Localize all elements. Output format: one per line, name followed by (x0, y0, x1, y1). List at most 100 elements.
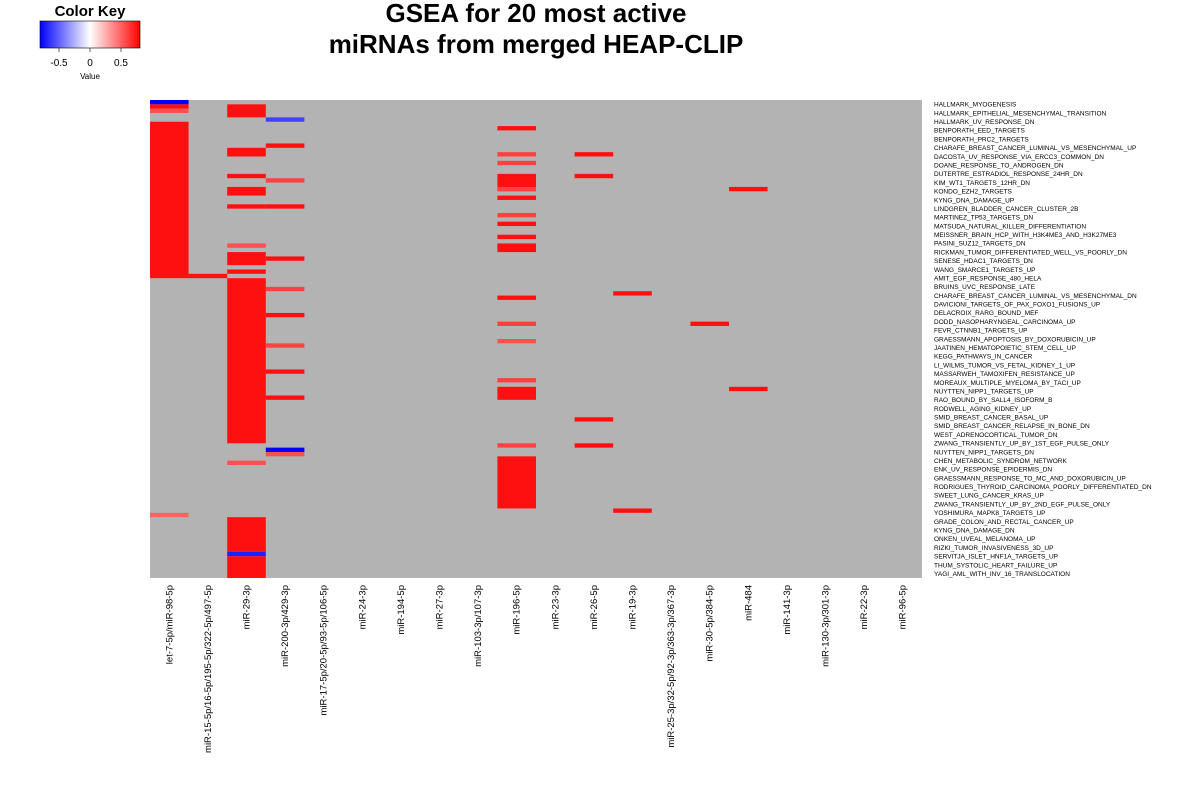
row-label: DAVICIONI_TARGETS_OF_PAX_FOXO1_FUSIONS_U… (934, 302, 1100, 309)
heatmap-cell (265, 451, 305, 457)
row-label: YAGI_AML_WITH_INV_16_TRANSLOCATION (934, 571, 1070, 578)
row-label: DACOSTA_UV_RESPONSE_VIA_ERCC3_COMMON_DN (934, 154, 1104, 161)
heatmap-cell (497, 386, 536, 400)
row-label: HALLMARK_EPITHELIAL_MESENCHYMAL_TRANSITI… (934, 110, 1107, 117)
row-label: BENPORATH_EED_TARGETS (934, 128, 1025, 135)
color-key-tick-zero: 0 (87, 58, 93, 69)
heatmap-cell (265, 286, 305, 292)
row-label: BENPORATH_PRC2_TARGETS (934, 136, 1029, 143)
row-label: AMIT_EGF_RESPONSE_480_HELA (934, 275, 1042, 282)
column-label: miR-27-3p (435, 585, 446, 629)
heatmap-cell (227, 243, 266, 248)
column-label: miR-29-3p (242, 585, 253, 629)
heatmap-cell (150, 121, 189, 279)
column-label: miR-26-5p (589, 585, 600, 629)
heatmap-cell (613, 291, 652, 296)
column-label: miR-24-3p (357, 585, 368, 629)
row-label: SWEET_LUNG_CANCER_KRAS_UP (934, 493, 1044, 500)
heatmap-cell (265, 369, 305, 374)
row-label: KONDO_EZH2_TARGETS (934, 189, 1013, 196)
heatmap-cell (227, 104, 266, 118)
column-label: miR-19-3p (628, 585, 639, 629)
heatmap-cell (150, 100, 189, 105)
row-label: ONKEN_UVEAL_MELANOMA_UP (934, 536, 1036, 543)
row-label: LINDGREN_BLADDER_CANCER_CLUSTER_2B (934, 206, 1079, 213)
color-key-title: Color Key (55, 3, 127, 20)
heatmap-cell (265, 117, 305, 122)
chart-title-line-2: miRNAs from merged HEAP-CLIP (329, 29, 744, 59)
row-label: RODRIGUES_THYROID_CARCINOMA_POORLY_DIFFE… (934, 484, 1152, 491)
heatmap-cell (497, 160, 536, 166)
heatmap-cell (729, 386, 768, 392)
heatmap-cell (150, 104, 189, 109)
row-label: CHARAFE_BREAST_CANCER_LUMINAL_VS_MESENCH… (934, 293, 1137, 300)
column-label: miR-23-3p (550, 585, 561, 629)
column-label: miR-103-3p/107-3p (473, 585, 484, 667)
row-label: MARTINEZ_TP53_TARGETS_DN (934, 215, 1033, 222)
row-label: DODD_NASOPHARYNGEAL_CARCINOMA_UP (934, 319, 1075, 326)
heatmap-cell (574, 417, 614, 422)
color-key-tick-high: 0.5 (114, 58, 128, 69)
row-label: ZWANG_TRANSIENTLY_UP_BY_1ST_EGF_PULSE_ON… (934, 441, 1110, 448)
heatmap-cell (497, 339, 536, 344)
row-label: GRADE_COLON_AND_RECTAL_CANCER_UP (934, 519, 1074, 526)
heatmap-cell (265, 312, 305, 318)
heatmap-cell (227, 173, 266, 179)
column-label: miR-96-5p (898, 585, 909, 629)
column-label: miR-141-3p (782, 585, 793, 635)
heatmap-cell (497, 186, 536, 192)
row-label: KYNG_DNA_DAMAGE_UP (934, 197, 1014, 204)
heatmap-cell (265, 204, 305, 209)
row-label: SENESE_HDAC1_TARGETS_DN (934, 258, 1033, 265)
row-label: MASSARWEH_TAMOXIFEN_RESISTANCE_UP (934, 371, 1075, 378)
column-label: miR-484 (743, 585, 754, 621)
row-labels: HALLMARK_MYOGENESISHALLMARK_EPITHELIAL_M… (934, 102, 1152, 578)
chart-title-line-1: GSEA for 20 most active (385, 0, 686, 28)
row-label: KEGG_PATHWAYS_IN_CANCER (934, 354, 1033, 361)
heatmap-cell (265, 256, 305, 261)
color-key-tick-low: -0.5 (50, 58, 68, 69)
heatmap-cell (497, 234, 536, 240)
row-label: CHARAFE_BREAST_CANCER_LUMINAL_VS_MESENCH… (934, 145, 1136, 152)
row-label: JAATINEN_HEMATOPOIETIC_STEM_CELL_UP (934, 345, 1076, 352)
row-label: BRUINS_UVC_RESPONSE_LATE (934, 284, 1036, 291)
row-label: DUTERTRE_ESTRADIOL_RESPONSE_24HR_DN (934, 171, 1083, 178)
heatmap-cell (497, 221, 536, 227)
column-label: miR-130-3p/301-3p (821, 585, 832, 667)
row-label: RIZKI_TUMOR_INVASIVENESS_3D_UP (934, 545, 1053, 552)
row-label: FEVR_CTNNB1_TARGETS_UP (934, 328, 1027, 335)
heatmap-cell (265, 178, 305, 183)
column-label: miR-15-5p/16-5p/195-5p/322-5p/497-5p (203, 585, 214, 753)
heatmap-cell (574, 152, 614, 157)
chart-title: GSEA for 20 most active miRNAs from merg… (329, 0, 744, 59)
heatmap-cell (227, 147, 266, 157)
row-label: RAO_BOUND_BY_SALL4_ISOFORM_B (934, 397, 1053, 404)
row-label: ZWANG_TRANSIENTLY_UP_BY_2ND_EGF_PULSE_ON… (934, 501, 1111, 508)
heatmap-cell (150, 108, 189, 114)
row-label: NUYTTEN_NIPP1_TARGETS_DN (934, 449, 1034, 456)
row-label: KIM_WT1_TARGETS_12HR_DN (934, 180, 1030, 187)
row-label: RICKMAN_TUMOR_DIFFERENTIATED_WELL_VS_POO… (934, 249, 1127, 256)
heatmap-cell (227, 278, 266, 444)
heatmap-cell (729, 186, 768, 192)
heatmap-cell (497, 321, 536, 326)
column-label: miR-22-3p (859, 585, 870, 629)
heatmap-cell (497, 152, 536, 157)
heatmap-cell (227, 551, 266, 557)
column-label: miR-194-5p (396, 585, 407, 635)
heatmap-cell (497, 173, 536, 192)
row-label: WANG_SMARCE1_TARGETS_UP (934, 267, 1036, 274)
heatmap-cell (497, 126, 536, 131)
heatmap-cell (574, 443, 614, 448)
heatmap-cell (227, 460, 266, 466)
color-key-value-label: Value (80, 72, 100, 81)
row-label: SERVITJA_ISLET_HNF1A_TARGETS_UP (934, 554, 1058, 561)
heatmap-cell (265, 447, 305, 452)
row-label: GRAESSMANN_RESPONSE_TO_MC_AND_DOXORUBICI… (934, 475, 1126, 482)
heatmap-cell (497, 195, 536, 200)
heatmap-cell (265, 343, 305, 348)
heatmap-cell (227, 252, 266, 266)
heatmap-cell (613, 508, 652, 513)
